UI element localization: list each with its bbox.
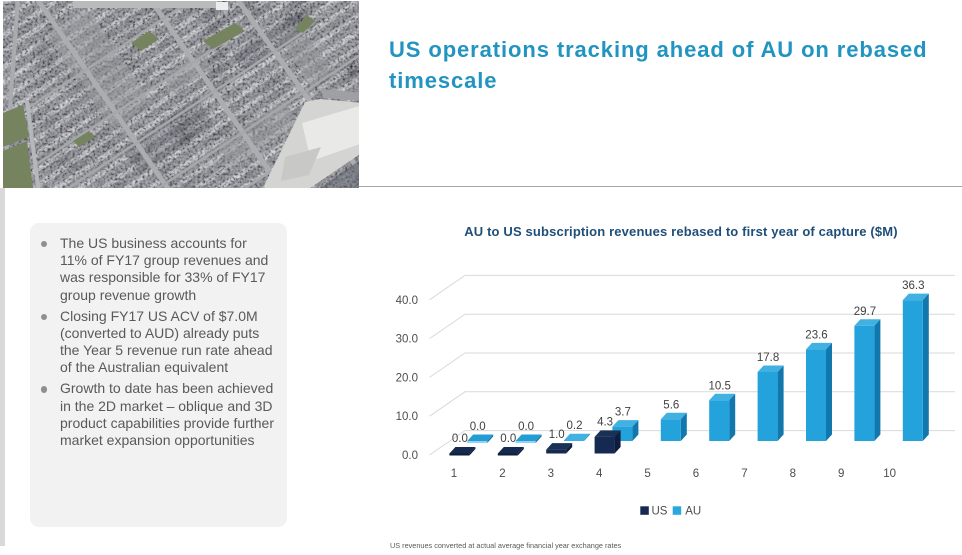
svg-text:5: 5 <box>644 468 650 480</box>
svg-text:0.0: 0.0 <box>518 421 534 433</box>
svg-text:7: 7 <box>741 468 747 480</box>
svg-text:1.0: 1.0 <box>549 429 565 441</box>
svg-text:36.3: 36.3 <box>902 280 924 292</box>
svg-text:10.5: 10.5 <box>709 380 731 392</box>
svg-text:0.2: 0.2 <box>567 420 583 432</box>
svg-text:0.0: 0.0 <box>500 433 516 445</box>
svg-text:20.0: 20.0 <box>396 372 418 384</box>
svg-text:17.8: 17.8 <box>757 352 779 364</box>
svg-text:8: 8 <box>790 468 796 480</box>
svg-text:0.0: 0.0 <box>402 450 418 462</box>
svg-text:6: 6 <box>693 468 699 480</box>
svg-text:23.6: 23.6 <box>805 329 827 341</box>
svg-text:0.0: 0.0 <box>452 433 468 445</box>
svg-text:10: 10 <box>883 468 896 480</box>
svg-text:10.0: 10.0 <box>396 411 418 423</box>
svg-text:1: 1 <box>451 468 457 480</box>
svg-text:4.3: 4.3 <box>597 416 613 428</box>
svg-text:US revenues converted at actua: US revenues converted at actual average … <box>390 541 622 550</box>
svg-text:AU: AU <box>685 505 701 517</box>
svg-text:5.6: 5.6 <box>663 399 679 411</box>
svg-text:AU to US subscription revenues: AU to US subscription revenues rebased t… <box>464 224 898 239</box>
svg-text:9: 9 <box>838 468 844 480</box>
svg-text:0.0: 0.0 <box>470 421 486 433</box>
svg-text:40.0: 40.0 <box>396 295 418 307</box>
svg-text:2: 2 <box>499 468 505 480</box>
svg-text:3.7: 3.7 <box>615 407 631 419</box>
svg-text:US: US <box>652 505 668 517</box>
svg-text:29.7: 29.7 <box>854 306 876 318</box>
svg-text:4: 4 <box>596 468 603 480</box>
svg-text:30.0: 30.0 <box>396 334 418 346</box>
svg-text:3: 3 <box>548 468 554 480</box>
